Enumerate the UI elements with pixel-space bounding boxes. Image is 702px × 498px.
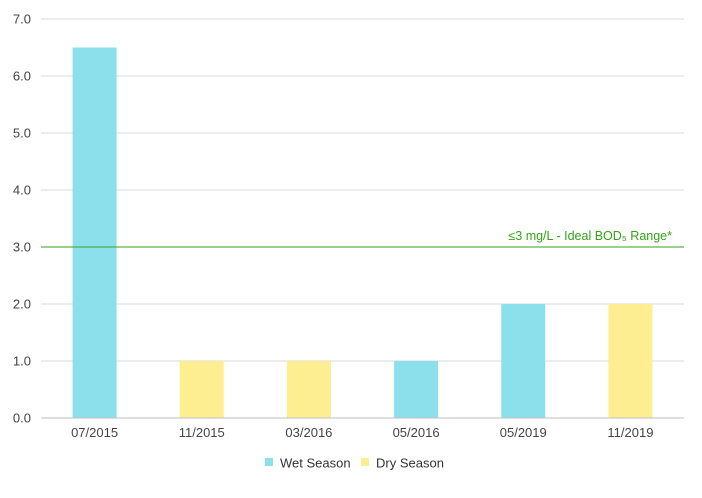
legend-label: Wet Season bbox=[280, 456, 351, 471]
y-tick-labels: 0.0 1.0 2.0 3.0 4.0 5.0 6.0 7.0 bbox=[13, 12, 31, 426]
legend-swatch bbox=[361, 458, 369, 466]
y-tick-label: 5.0 bbox=[13, 126, 31, 141]
gridlines bbox=[41, 18, 684, 362]
legend-swatch bbox=[265, 458, 273, 466]
x-tick-label: 11/2015 bbox=[179, 425, 225, 440]
y-tick-label: 6.0 bbox=[13, 69, 31, 84]
legend-label: Dry Season bbox=[376, 456, 444, 471]
x-tick-label: 07/2015 bbox=[71, 425, 118, 440]
bar bbox=[394, 361, 439, 418]
legend: Wet Season Dry Season bbox=[265, 456, 444, 471]
y-tick-label: 2.0 bbox=[13, 297, 31, 312]
x-tick-labels: 07/2015 11/2015 03/2016 05/2016 05/2019 11/20… bbox=[71, 425, 653, 440]
y-tick-label: 4.0 bbox=[13, 183, 31, 198]
x-tick-label: 05/2016 bbox=[393, 425, 440, 440]
bar bbox=[286, 361, 331, 418]
bar bbox=[501, 304, 546, 418]
reference-line-label: ≤3 mg/L - Ideal BOD₅ Range* bbox=[508, 229, 672, 243]
x-tick-label: 05/2019 bbox=[500, 425, 547, 440]
y-tick-label: 7.0 bbox=[13, 12, 31, 27]
x-tick-label: 03/2016 bbox=[285, 425, 332, 440]
bar bbox=[72, 47, 117, 418]
bar bbox=[608, 304, 653, 418]
y-tick-label: 3.0 bbox=[13, 240, 31, 255]
x-tick-label: 11/2019 bbox=[607, 425, 653, 440]
bars bbox=[72, 47, 653, 418]
y-tick-label: 1.0 bbox=[13, 354, 31, 369]
reference-line-group: ≤3 mg/L - Ideal BOD₅ Range* bbox=[41, 229, 684, 248]
bar bbox=[179, 361, 224, 418]
y-tick-label: 0.0 bbox=[13, 411, 31, 426]
